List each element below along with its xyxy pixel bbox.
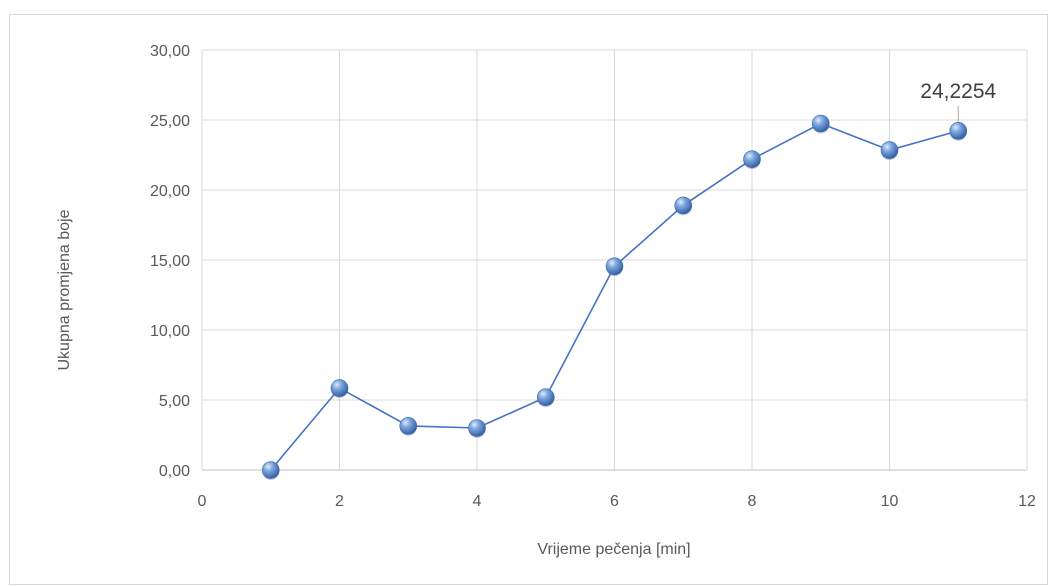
- data-point: [743, 150, 761, 170]
- data-point-marker: [811, 114, 830, 133]
- x-tick-label: 4: [473, 493, 482, 510]
- chart-area: [9, 14, 1048, 585]
- x-tick-label: 6: [610, 493, 619, 510]
- x-tick-label: 8: [748, 493, 757, 510]
- data-point: [330, 379, 349, 399]
- y-tick-label: 25,00: [150, 113, 190, 130]
- data-point-marker: [674, 196, 693, 215]
- data-point: [399, 417, 418, 436]
- data-point: [261, 461, 280, 480]
- x-tick-label: 12: [1018, 493, 1036, 510]
- data-point: [605, 257, 624, 277]
- y-tick-label: 5,00: [159, 393, 190, 410]
- data-point-marker: [536, 388, 555, 407]
- data-label: 24,2254: [920, 80, 996, 103]
- y-tick-label: 10,00: [150, 323, 190, 340]
- y-tick-label: 20,00: [150, 183, 190, 200]
- data-point-marker: [605, 257, 624, 276]
- data-point: [536, 388, 555, 408]
- data-point-marker: [949, 122, 968, 140]
- data-point: [949, 122, 968, 141]
- data-point: [880, 141, 899, 161]
- data-point: [468, 419, 486, 438]
- data-point: [674, 196, 693, 216]
- x-axis-title: Vrijeme pečenja [min]: [537, 541, 690, 558]
- x-tick-label: 0: [198, 493, 207, 510]
- data-point-marker: [399, 417, 418, 435]
- y-tick-label: 0,00: [159, 463, 190, 480]
- data-point-marker: [261, 461, 280, 479]
- data-point-marker: [468, 419, 486, 437]
- data-series: [261, 114, 968, 480]
- data-point: [811, 114, 830, 134]
- y-tick-label: 15,00: [150, 253, 190, 270]
- axis-labels: Ukupna promjena boje Vrijeme pečenja [mi…: [56, 209, 691, 558]
- x-tick-label: 10: [881, 493, 899, 510]
- data-point-marker: [743, 150, 761, 168]
- y-tick-label: 30,00: [150, 43, 190, 60]
- data-point-marker: [330, 379, 349, 397]
- axes: 0,00 5,00 10,00 15,00 20,00 25,00 30,00 0 2 4 6 8 10…: [150, 43, 1036, 510]
- data-point-marker: [880, 141, 899, 159]
- y-axis-title: Ukupna promjena boje: [56, 209, 73, 370]
- x-tick-label: 2: [335, 493, 344, 510]
